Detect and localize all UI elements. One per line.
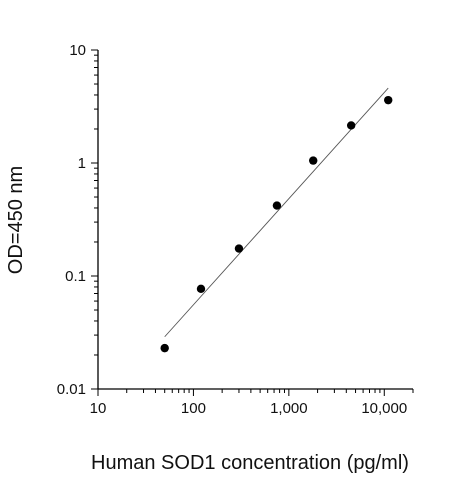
- data-point: [196, 284, 206, 294]
- axes: [97, 50, 413, 390]
- x-tick-label: 10,000: [361, 400, 407, 417]
- x-axis-ticks: 10 100 1,000 10,000: [90, 389, 414, 417]
- x-tick-label: 1,000: [270, 400, 308, 417]
- data-series: [160, 87, 393, 353]
- y-tick-label: 0.01: [57, 381, 86, 398]
- data-point: [346, 121, 356, 130]
- y-tick-label: 0.1: [65, 268, 86, 285]
- y-axis-ticks: 0.01 0.1 1 10: [57, 42, 98, 398]
- x-tick-label: 100: [181, 400, 206, 417]
- x-tick-label: 10: [90, 400, 107, 417]
- data-point: [272, 201, 282, 210]
- y-axis-label: OD=450 nm: [5, 166, 27, 274]
- y-tick-label: 1: [78, 155, 86, 172]
- data-point: [234, 244, 244, 253]
- x-axis-label: Human SOD1 concentration (pg/ml): [91, 452, 409, 474]
- data-point: [160, 343, 169, 353]
- y-tick-label: 10: [69, 42, 86, 59]
- data-point: [309, 156, 318, 165]
- data-point: [384, 95, 393, 105]
